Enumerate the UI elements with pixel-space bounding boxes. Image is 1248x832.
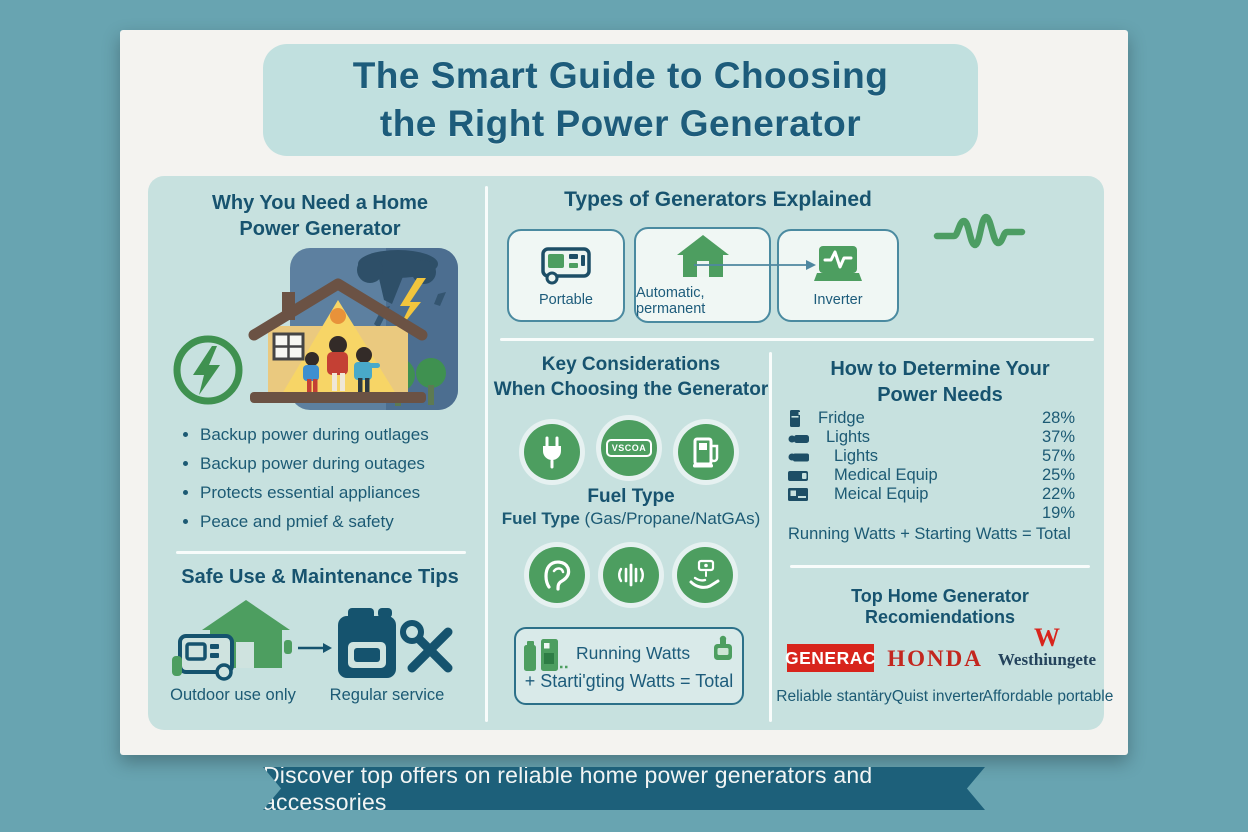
horizontal-divider-recommendations: [790, 565, 1090, 568]
westinghouse-mark: W: [1034, 623, 1060, 652]
inverter-icon: [814, 246, 862, 281]
hand-money-icon: [689, 559, 720, 589]
lamp-icon: [788, 431, 812, 445]
considerations-section-heading: Key Considerations When Choosing the Gen…: [490, 352, 772, 402]
row-value: 25%: [1042, 466, 1076, 484]
power-heading-line2: Power Needs: [877, 384, 1003, 406]
row-value: 57%: [1042, 447, 1076, 465]
power-heading-line1: How to Determine Your: [830, 358, 1050, 380]
power-needs-table: Fridge 28% Lights 37% Lights 57% Medical…: [788, 409, 1090, 523]
table-row: 19%: [788, 504, 1090, 523]
vertical-divider-left: [485, 186, 488, 722]
why-heading-line2: Power Generator: [239, 218, 401, 240]
medical-equipment-icon: [788, 487, 812, 502]
fridge-icon: [788, 410, 812, 427]
lamp-icon: [788, 450, 812, 464]
sound-waves-icon: [618, 563, 644, 587]
westinghouse-name: Westhiungete: [997, 650, 1097, 669]
fuel-type-detail-prefix: Fuel Type: [501, 509, 580, 528]
watts-line2: + Starti'gting Watts = Total: [524, 671, 734, 691]
row-value: 37%: [1042, 428, 1076, 446]
recommendations-heading: Top Home Generator Recomiendations: [851, 586, 1029, 627]
brand-caption-generac: Reliable stantäry: [776, 688, 892, 705]
table-row: Lights 57%: [788, 447, 1090, 466]
why-section-heading: Why You Need a Home Power Generator: [158, 190, 482, 242]
card-label: Portable: [538, 292, 593, 308]
brand-caption-westinghouse: Affordable portable: [982, 688, 1114, 705]
vertical-divider-right: [769, 352, 772, 722]
horizontal-divider-types: [500, 338, 1094, 341]
plug-icon: [543, 436, 561, 469]
budget-circle: [677, 547, 733, 603]
benefit-item: Protects essential appliances: [200, 478, 496, 507]
fuel-type-detail-options: (Gas/Propane/NatGAs): [579, 509, 761, 528]
fuel-can-tools-icon: [338, 608, 453, 678]
title-box: The Smart Guide to Choosing the Right Po…: [263, 44, 978, 156]
row-label: Lights: [834, 447, 879, 465]
benefit-item: Backup power during outlages: [200, 420, 496, 449]
card-label: Inverter: [813, 292, 863, 308]
brand-logo-westinghouse: W Westhiungete: [988, 623, 1106, 670]
fuel-pump-icon: [693, 437, 719, 468]
generator-type-card-portable: Portable: [507, 229, 625, 322]
benefit-item: Peace and pmief & safety: [200, 507, 496, 536]
noise-circle: [529, 547, 585, 603]
row-value: 28%: [1042, 409, 1076, 427]
row-value: 19%: [1042, 504, 1076, 522]
fuel-type-detail: Fuel Type (Gas/Propane/NatGAs): [478, 509, 784, 529]
horizontal-divider-safety: [176, 551, 466, 554]
page-title-line2: the Right Power Generator: [379, 103, 862, 144]
regular-service-label: Regular service: [329, 686, 445, 704]
flow-arrow-icon: [694, 260, 816, 270]
promo-banner-text: Discover top offers on reliable home pow…: [263, 761, 873, 815]
battery-generator-icon: [524, 639, 568, 671]
fuel-type-label: Fuel Type: [587, 486, 675, 507]
safety-section-heading: Safe Use & Maintenance Tips: [181, 566, 459, 588]
table-row: Meical Equip 22%: [788, 485, 1090, 504]
row-label: Fridge: [818, 409, 865, 427]
brand-logo-generac: GENERAC: [785, 644, 876, 672]
row-value: 22%: [1042, 485, 1076, 503]
plug-circle: [524, 424, 580, 480]
brand-caption-honda: Quist inverter: [891, 688, 985, 705]
ear-icon: [544, 560, 571, 591]
generator-type-card-automatic: Automatic, permanent: [634, 227, 771, 323]
why-benefits-list: Backup power during outlages Backup powe…: [182, 420, 496, 536]
house-storm-illustration: [173, 248, 458, 410]
fuel-circle: [678, 424, 734, 480]
generator-badge-icon: VSCOA: [605, 439, 653, 457]
considerations-heading-line2: When Choosing the Generator: [493, 379, 769, 400]
table-row: Lights 37%: [788, 428, 1090, 447]
right-arrow-icon: [298, 643, 332, 653]
promo-ribbon: Discover top offers on reliable home pow…: [263, 767, 985, 810]
generator-type-card-inverter: Inverter: [777, 229, 899, 322]
table-row: Fridge 28%: [788, 409, 1090, 428]
power-needs-heading: How to Determine Your Power Needs: [788, 356, 1092, 408]
benefit-item: Backup power during outages: [200, 449, 496, 478]
outdoor-generator-house-icon: [172, 600, 292, 681]
watts-formula-text: Running Watts + Starting Watts = Total: [788, 525, 1071, 543]
sound-circle: [603, 547, 659, 603]
table-row: Medical Equip 25%: [788, 466, 1090, 485]
fuel-jug-icon: [714, 635, 732, 660]
power-wave-icon: [933, 213, 1026, 249]
considerations-heading-line1: Key Considerations: [541, 354, 721, 375]
row-label: Meical Equip: [834, 485, 929, 503]
row-label: Lights: [826, 428, 871, 446]
portable-generator-icon: [541, 247, 591, 285]
types-section-heading: Types of Generators Explained: [564, 188, 872, 211]
card-label: Automatic, permanent: [636, 284, 706, 317]
page-title-line1: The Smart Guide to Choosing: [352, 55, 889, 96]
watts-line1: Running Watts: [576, 643, 691, 663]
wattage-badge-circle: VSCOA: [601, 420, 657, 476]
outdoor-use-label: Outdoor use only: [170, 686, 296, 704]
why-heading-line1: Why You Need a Home: [212, 192, 428, 214]
row-label: Medical Equip: [834, 466, 938, 484]
medical-equipment-icon: [788, 469, 812, 483]
brand-logo-honda: HONDA: [887, 646, 983, 671]
